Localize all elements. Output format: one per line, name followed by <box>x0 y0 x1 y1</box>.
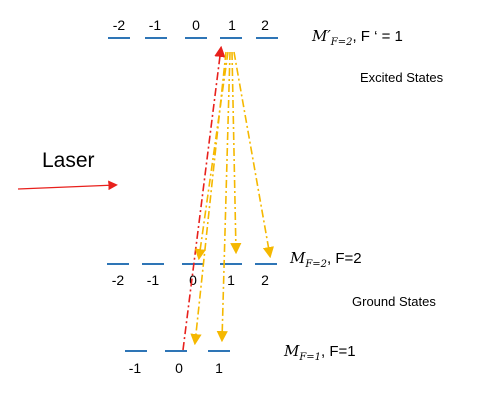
decay-arrow-to-f2-m0 <box>194 51 229 261</box>
excited-state-label: M′F=2, F ‘ = 1 <box>311 27 403 48</box>
excited-sublevel-label: 1 <box>228 17 236 33</box>
ground-f2-level-group: -2 -1 0 1 2 <box>107 263 277 288</box>
ground-f1-sublevel-label: 0 <box>175 360 183 376</box>
laser-label: Laser <box>42 149 95 172</box>
ground-f1-state-label: MF=1, F=1 <box>283 342 356 363</box>
excited-level-group: -2 -1 0 1 2 <box>108 17 278 39</box>
ground-f1-level-group: -1 0 1 <box>125 350 230 376</box>
ground-f2-sublevel-label: 2 <box>261 272 269 288</box>
excitation-arrow <box>182 45 226 351</box>
excited-sublevel-label: -1 <box>149 17 162 33</box>
excited-sublevel-label: 2 <box>261 17 269 33</box>
ground-f2-state-label: MF=2, F=2 <box>289 249 362 270</box>
decay-arrow-to-f1-m1 <box>216 51 231 343</box>
ground-states-caption: Ground States <box>352 294 436 309</box>
excited-sublevel-label: 0 <box>192 17 200 33</box>
ground-f1-sublevel-label: 1 <box>215 360 223 376</box>
ground-f1-sublevel-label: -1 <box>129 360 142 376</box>
ground-f2-sublevel-label: 0 <box>189 272 197 288</box>
ground-f2-sublevel-label: -1 <box>147 272 160 288</box>
excited-sublevel-label: -2 <box>113 17 126 33</box>
ground-f2-sublevel-label: 1 <box>227 272 235 288</box>
laser-arrow <box>17 180 118 191</box>
decay-arrow-to-f2-m2 <box>233 51 274 259</box>
ground-f2-sublevel-label: -2 <box>112 272 125 288</box>
decay-arrow-to-f2-m1 <box>230 51 242 255</box>
decay-arrow-to-f1-m0 <box>190 51 227 346</box>
excited-states-caption: Excited States <box>360 70 444 85</box>
